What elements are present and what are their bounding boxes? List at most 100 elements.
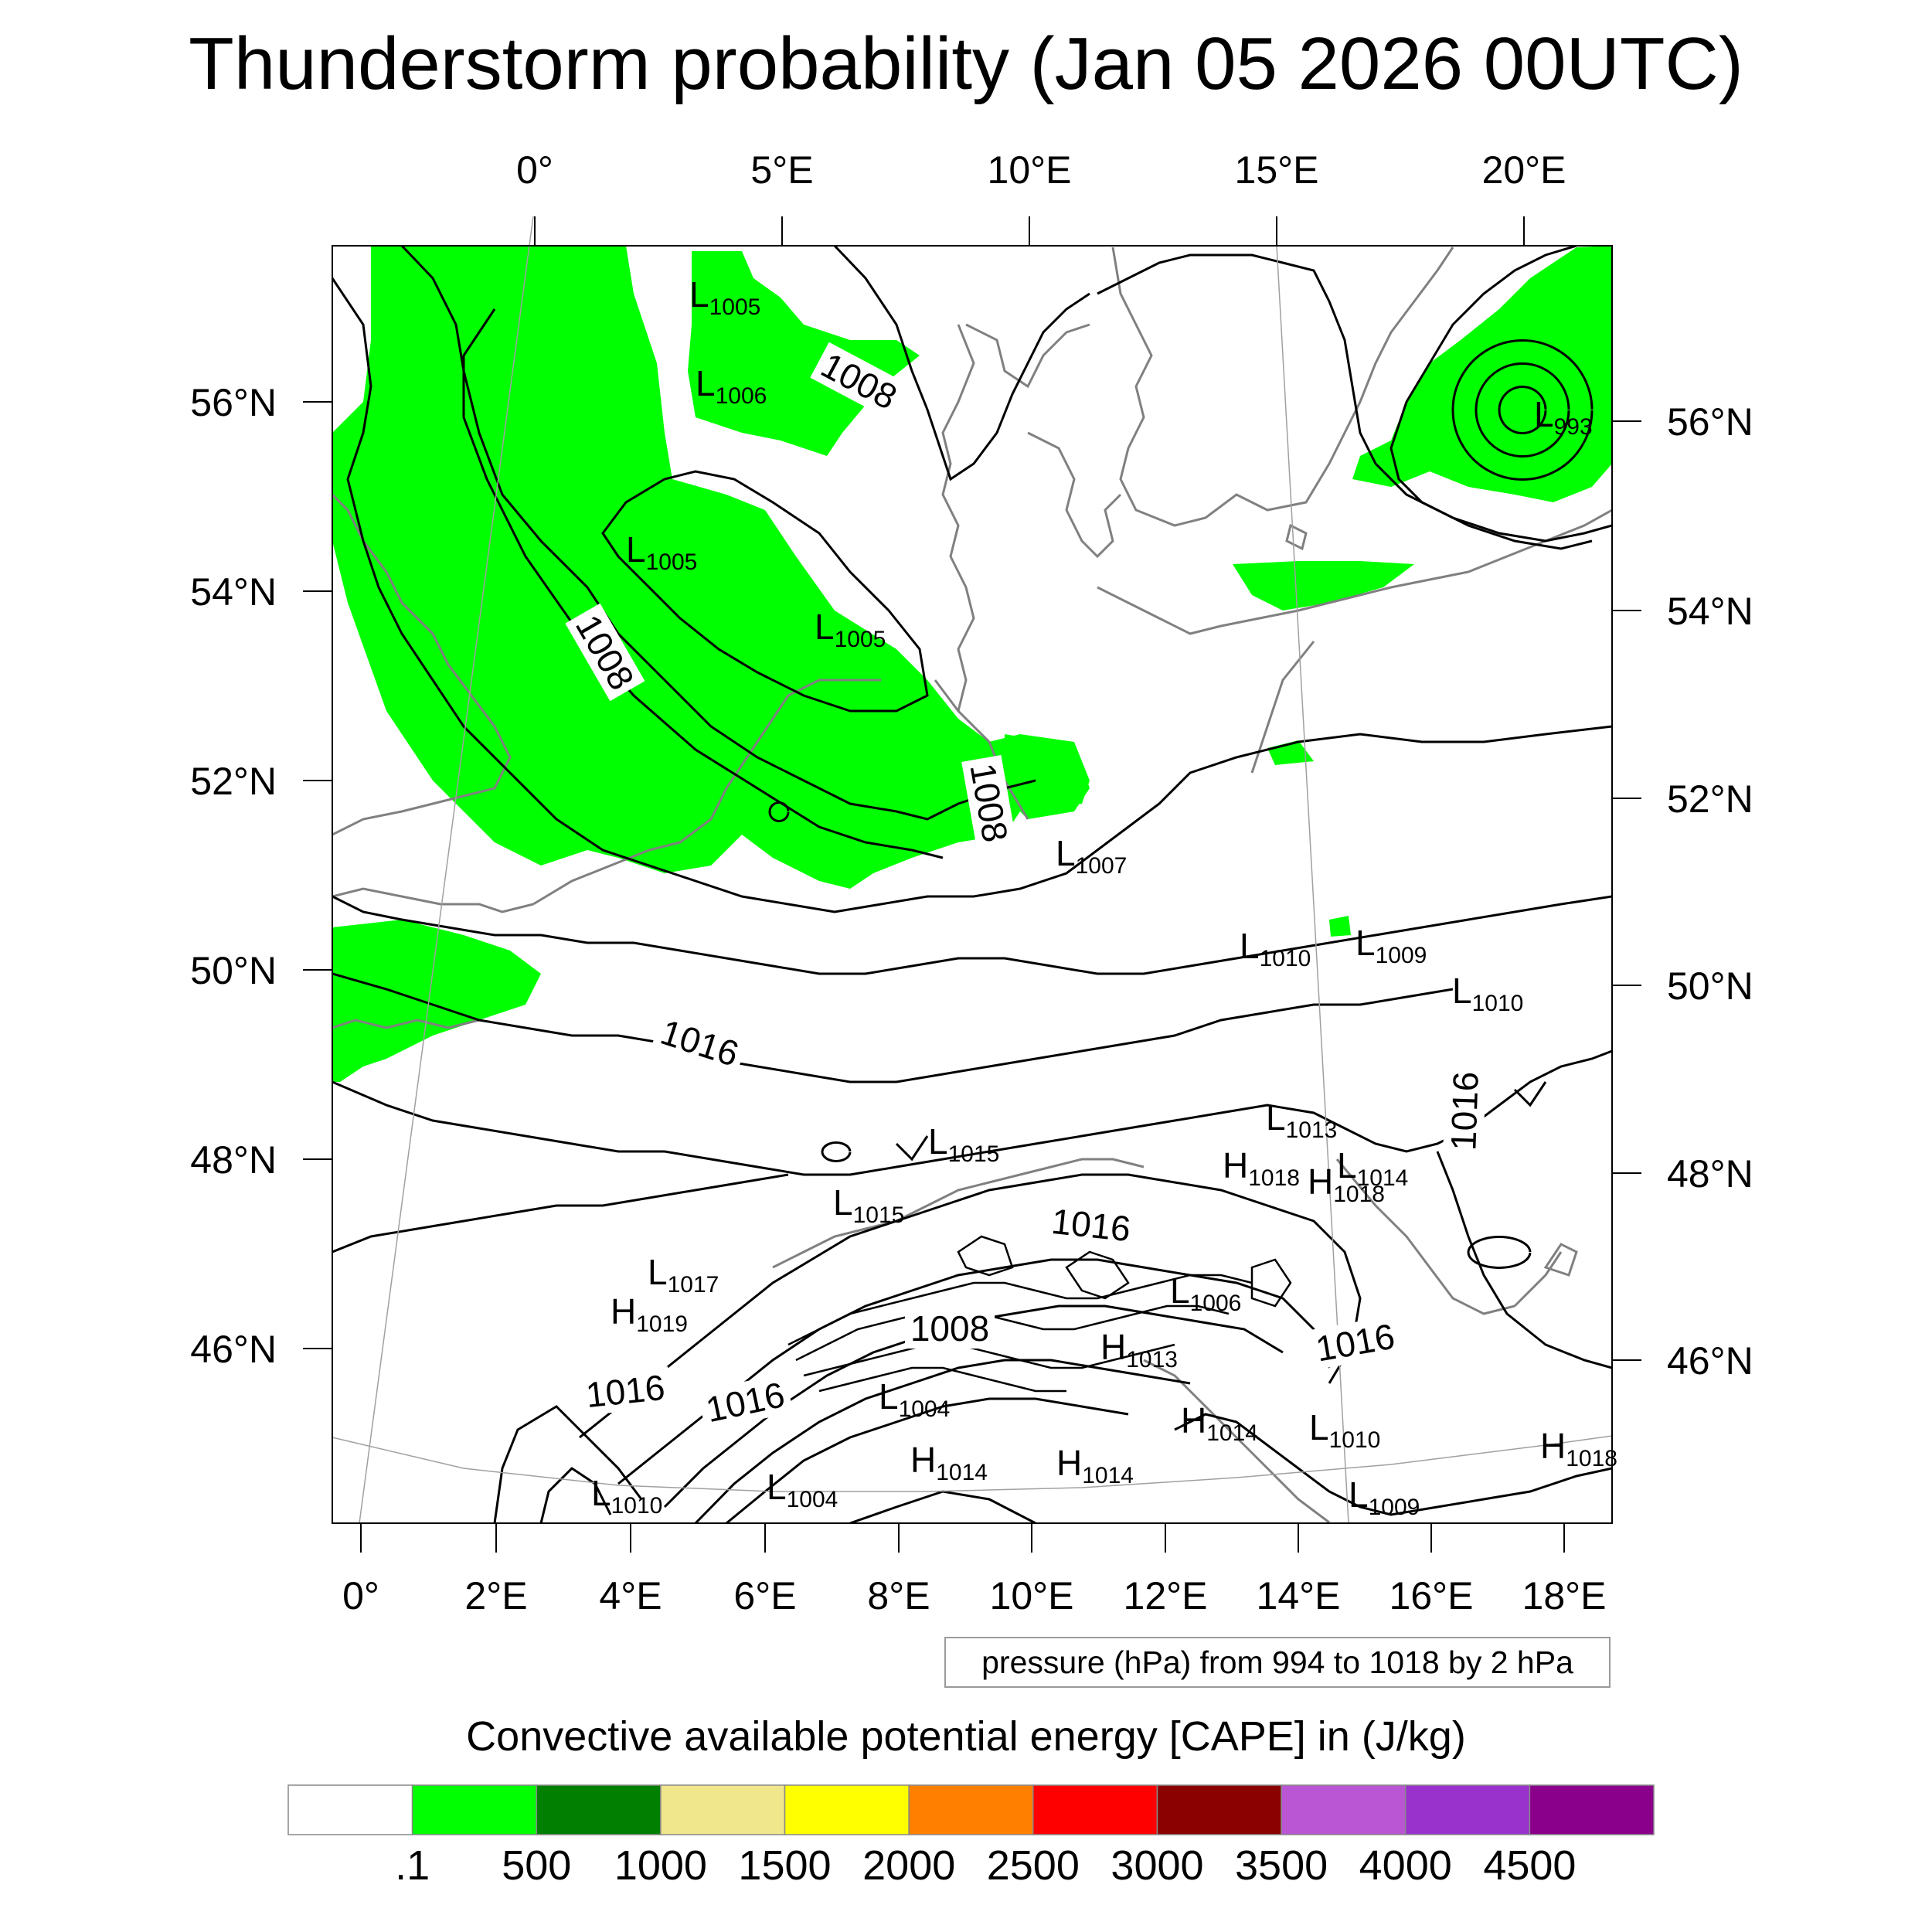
pressure-center: L1006 xyxy=(1170,1270,1241,1316)
lake-small xyxy=(1285,523,1308,551)
cape-area-baltic-east xyxy=(1352,246,1612,502)
coast-isle xyxy=(1543,1243,1578,1277)
pressure-center: H1018 xyxy=(1540,1426,1617,1471)
pressure-center: L1015 xyxy=(928,1121,999,1167)
lon-label-bottom: 10°E xyxy=(990,1574,1074,1617)
isobars-alps-dense xyxy=(787,1235,1292,1393)
isobar-value-label: 1016 xyxy=(656,1012,743,1074)
lat-label-right: 52°N xyxy=(1667,777,1753,821)
lat-label-right: 56°N xyxy=(1667,400,1753,444)
lat-label-left: 50°N xyxy=(190,949,277,992)
lon-label-bottom: 18°E xyxy=(1522,1574,1607,1617)
colorbar-swatch xyxy=(908,1784,1034,1835)
isobar-south-2 xyxy=(539,1467,612,1523)
coast-baltic-south xyxy=(1097,509,1612,635)
colorbar-label: 2500 xyxy=(987,1842,1080,1889)
isobar-low-993-2 xyxy=(1475,362,1570,457)
axis-labels-left: 56°N 54°N 52°N 50°N 48°N 46°N xyxy=(190,381,277,1371)
coast-britain xyxy=(332,493,534,913)
pressure-center: L1009 xyxy=(1349,1475,1420,1520)
pressure-center: L1006 xyxy=(696,363,767,409)
axis-labels-bottom: 0° 2°E 4°E 6°E 8°E 10°E 12°E 14°E 16°E 1… xyxy=(342,1574,1606,1617)
isobar-far-west xyxy=(332,277,1612,913)
colorbar-swatch xyxy=(784,1784,910,1835)
colorbar-swatch xyxy=(660,1784,786,1835)
isobar-value-label: 1008 xyxy=(910,1308,989,1349)
colorbar-label: 1000 xyxy=(614,1842,707,1889)
lon-label-bottom: 12°E xyxy=(1124,1574,1208,1617)
isobar-small-4 xyxy=(821,1141,852,1162)
isobar-alps-1 xyxy=(579,1173,1362,1439)
lon-label-top: 15°E xyxy=(1235,148,1319,192)
colorbar-swatch xyxy=(1032,1784,1158,1835)
lon-label-top: 10°E xyxy=(988,148,1072,192)
lat-label-right: 46°N xyxy=(1667,1339,1753,1383)
isobar-value-label: 1016 xyxy=(1443,1071,1486,1151)
coastlines xyxy=(332,247,1612,1523)
pressure-center: H1014 xyxy=(1181,1400,1258,1446)
lat-label-left: 46°N xyxy=(190,1328,277,1371)
isobar-value-label: 1016 xyxy=(702,1374,788,1430)
pressure-center: L1017 xyxy=(648,1252,719,1298)
colorbar-swatch xyxy=(1404,1784,1531,1835)
pressure-center: H1013 xyxy=(1100,1327,1178,1372)
isobar-low-993-1 xyxy=(1451,339,1594,481)
isobar-alps-4 xyxy=(694,1359,1191,1523)
pressure-center: H1014 xyxy=(1056,1443,1134,1488)
pressure-center: L1007 xyxy=(1056,833,1127,879)
isobar-small-1 xyxy=(768,801,790,822)
isobar-southeast xyxy=(1174,1413,1612,1516)
isobar-small-5 xyxy=(895,1135,929,1162)
isobar-south-1 xyxy=(493,1405,643,1523)
isobars xyxy=(332,246,1612,1523)
pressure-center: L1004 xyxy=(879,1376,950,1422)
meridian-0 xyxy=(359,216,534,1524)
axis-labels-top: 0° 5°E 10°E 15°E 20°E xyxy=(516,148,1566,192)
axis-labels-right: 56°N 54°N 52°N 50°N 48°N 46°N xyxy=(1667,400,1753,1383)
cape-colorbar xyxy=(287,1784,1655,1835)
lat-label-right: 48°N xyxy=(1667,1152,1753,1196)
map-title: Thunderstorm probability (Jan 05 2026 00… xyxy=(189,22,1743,105)
colorbar-label: 4000 xyxy=(1359,1842,1452,1889)
lon-label-top: 20°E xyxy=(1482,148,1566,192)
pressure-center: L1010 xyxy=(1240,926,1311,971)
colorbar-swatch xyxy=(1281,1784,1406,1835)
lon-label-bottom: 14°E xyxy=(1257,1574,1341,1617)
isobar-value-label: 1016 xyxy=(1049,1201,1132,1249)
colorbar-label: 1500 xyxy=(738,1842,831,1889)
cape-colorbar-labels: .1 500 1000 1500 2000 2500 3000 3500 4000 4500 xyxy=(395,1842,1576,1889)
colorbar-label: 3000 xyxy=(1111,1842,1203,1889)
border-alps xyxy=(772,1158,1330,1523)
lat-label-left: 56°N xyxy=(190,381,277,424)
isobar-france-1 xyxy=(332,895,1612,975)
isobar-inner-1 xyxy=(601,470,929,713)
pressure-centers: L1005 L1006 L1005 L1005 L993 L1007 L1010… xyxy=(591,274,1617,1520)
pressure-center: L1005 xyxy=(815,607,886,652)
colorbar-swatch xyxy=(536,1784,662,1835)
pressure-center: L1004 xyxy=(767,1467,838,1512)
colorbar-label: .1 xyxy=(395,1842,430,1889)
pressure-center: L1009 xyxy=(1355,923,1427,968)
lon-label-bottom: 6°E xyxy=(733,1574,796,1617)
isobar-value-label: 1016 xyxy=(584,1367,667,1415)
cape-area-north-sea xyxy=(332,246,1090,889)
colorbar-label: 500 xyxy=(502,1842,571,1889)
lat-label-right: 50°N xyxy=(1667,964,1753,1008)
lat-label-left: 48°N xyxy=(190,1138,277,1182)
isobar-value-label: 1016 xyxy=(1313,1316,1398,1369)
pressure-center: L1010 xyxy=(1309,1407,1380,1453)
pressure-center: L1010 xyxy=(591,1473,662,1519)
cape-area-poland-baltic xyxy=(1233,561,1414,611)
isobar-small-3 xyxy=(1513,1081,1547,1107)
pressure-center: L1015 xyxy=(833,1182,904,1228)
pressure-center: H1019 xyxy=(611,1291,688,1337)
isobar-alps-5 xyxy=(726,1397,1129,1523)
colorbar-swatch xyxy=(287,1784,413,1835)
isobar-low-993-3 xyxy=(1498,386,1547,434)
lon-label-bottom: 2°E xyxy=(464,1574,527,1617)
cape-area-small-b xyxy=(1329,916,1351,937)
isobar-east-bend xyxy=(1389,246,1593,550)
map-frame xyxy=(332,245,1613,1524)
axis-ticks xyxy=(303,216,1641,1553)
isobar-1008-north-label xyxy=(833,246,1090,481)
